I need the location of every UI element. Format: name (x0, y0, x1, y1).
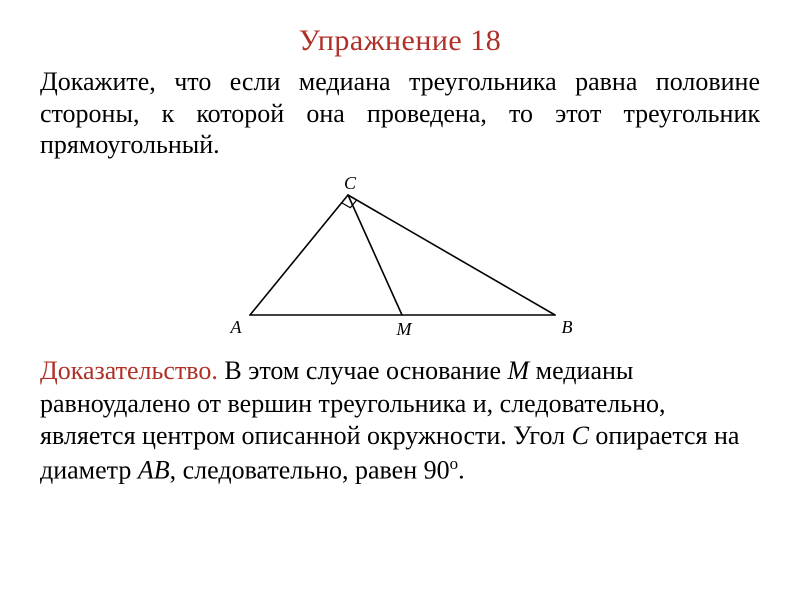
diagram-container: A B C M (40, 175, 760, 345)
statement-text: Докажите, что если медиана треугольника … (40, 66, 760, 161)
svg-text:M: M (396, 319, 413, 339)
proof-seg-5: . (458, 455, 465, 484)
slide: Упражнение 18 Докажите, что если медиана… (0, 0, 800, 600)
svg-text:B: B (562, 317, 573, 337)
proof-text: Доказательство. В этом случае основание … (40, 355, 760, 487)
proof-degree-sup: о (450, 454, 458, 473)
proof-seg-1: В этом случае основание (218, 356, 508, 385)
exercise-title: Упражнение 18 (40, 24, 760, 58)
svg-text:A: A (230, 317, 243, 337)
proof-var-AB: AB (138, 455, 170, 484)
proof-label: Доказательство. (40, 356, 218, 385)
svg-text:C: C (344, 175, 357, 193)
proof-var-C: C (572, 421, 589, 450)
proof-var-M: M (507, 356, 529, 385)
proof-seg-4: , следовательно, равен 90 (170, 455, 450, 484)
triangle-diagram: A B C M (220, 175, 580, 345)
statement-line: Докажите, что если медиана треугольника … (40, 67, 760, 159)
